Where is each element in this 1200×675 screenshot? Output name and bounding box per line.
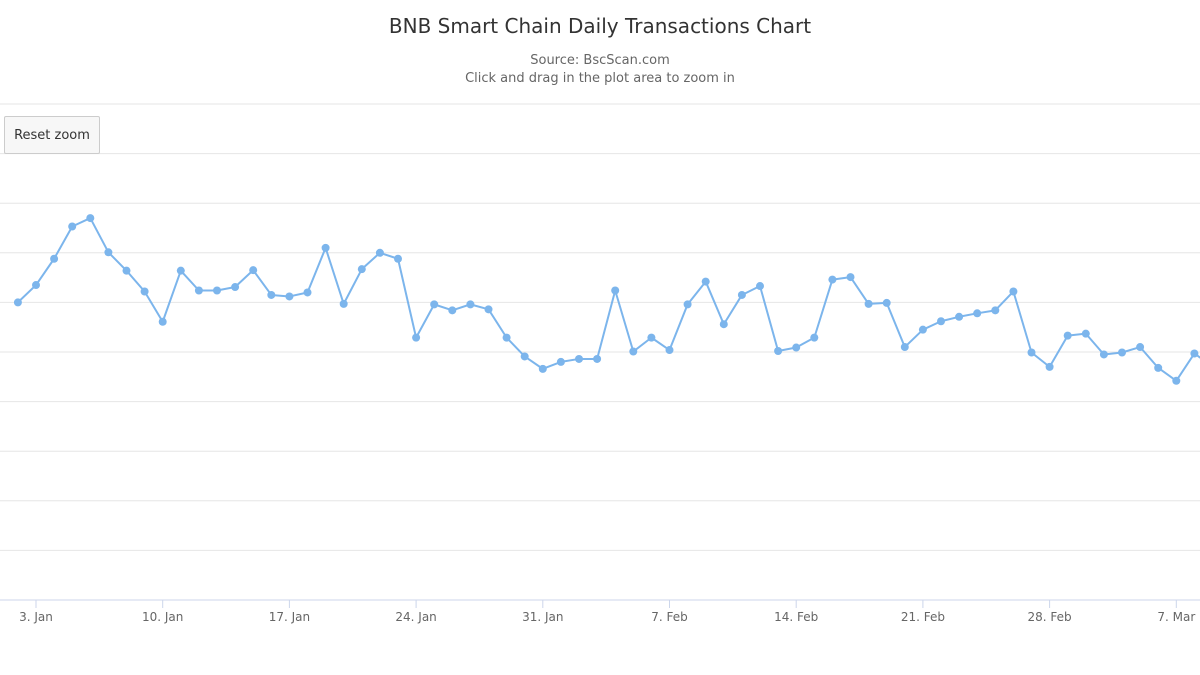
data-point[interactable] [375,248,384,257]
data-point[interactable] [973,309,982,318]
data-point[interactable] [1027,348,1036,357]
data-point[interactable] [937,317,945,326]
data-point[interactable] [267,290,276,299]
data-point[interactable] [575,354,583,363]
chart-source: Source: BscScan.com [530,53,670,68]
x-tick-label: 14. Feb [774,610,818,624]
data-point[interactable] [737,290,746,299]
data-point[interactable] [466,300,475,309]
data-point[interactable] [1172,376,1181,385]
data-point[interactable] [719,320,728,329]
series-line [17,217,1200,382]
x-tick-label: 7. Feb [651,610,688,624]
data-point[interactable] [249,266,258,275]
data-point[interactable] [774,347,783,356]
data-point[interactable] [538,364,547,373]
data-point[interactable] [846,273,855,282]
data-point[interactable] [32,281,40,290]
data-point[interactable] [50,254,59,263]
data-point[interactable] [1118,348,1126,357]
data-point[interactable] [502,333,511,342]
data-point[interactable] [792,343,801,352]
x-tick-label: 17. Jan [269,610,310,624]
x-tick-label: 24. Jan [395,610,436,624]
data-point[interactable] [882,298,891,307]
x-tick-label: 28. Feb [1028,610,1072,624]
data-point[interactable] [611,286,620,295]
x-tick-label: 7. Mar [1157,610,1195,624]
data-point[interactable] [412,333,421,342]
chart-title: BNB Smart Chain Daily Transactions Chart [388,14,812,38]
data-point[interactable] [484,305,493,314]
data-point[interactable] [629,347,638,356]
data-point[interactable] [321,243,330,252]
data-point[interactable] [1136,343,1145,352]
data-point[interactable] [13,298,22,307]
data-point[interactable] [991,306,1000,315]
data-point[interactable] [701,277,710,286]
data-point[interactable] [828,275,837,284]
data-point[interactable] [339,299,348,308]
data-point[interactable] [900,343,909,352]
data-point[interactable] [303,288,312,297]
data-point[interactable] [1063,331,1072,340]
data-point[interactable] [357,265,366,274]
data-point[interactable] [448,306,457,315]
data-point[interactable] [1009,287,1018,296]
data-point[interactable] [194,286,203,295]
data-point[interactable] [1190,349,1199,358]
data-point[interactable] [647,333,656,342]
x-tick-label: 21. Feb [901,610,945,624]
data-point[interactable] [1081,329,1090,338]
data-point[interactable] [213,286,221,295]
data-point[interactable] [810,333,819,342]
x-tick-label: 3. Jan [19,610,53,624]
x-tick-label: 31. Jan [522,610,563,624]
data-point[interactable] [556,357,565,366]
data-point[interactable] [1045,362,1054,371]
reset-zoom-button[interactable]: Reset zoom [4,116,100,154]
data-point[interactable] [918,325,927,334]
data-point[interactable] [430,300,439,309]
data-point[interactable] [683,300,692,309]
data-point[interactable] [86,214,95,223]
data-point[interactable] [665,346,674,355]
data-point[interactable] [68,222,77,231]
zoom-hint: Click and drag in the plot area to zoom … [465,71,735,86]
data-point[interactable] [864,299,873,308]
data-point[interactable] [104,248,113,257]
data-point[interactable] [593,354,602,363]
data-point[interactable] [140,287,149,296]
data-point[interactable] [122,266,131,275]
data-point[interactable] [394,254,402,263]
data-point[interactable] [756,282,764,291]
data-point[interactable] [285,292,294,301]
data-point[interactable] [176,266,185,275]
x-tick-label: 10. Jan [142,610,183,624]
data-point[interactable] [955,312,964,321]
data-point[interactable] [231,283,240,292]
data-point[interactable] [1099,350,1108,359]
data-point[interactable] [158,317,167,326]
data-point[interactable] [1154,363,1163,372]
data-point[interactable] [520,352,529,361]
